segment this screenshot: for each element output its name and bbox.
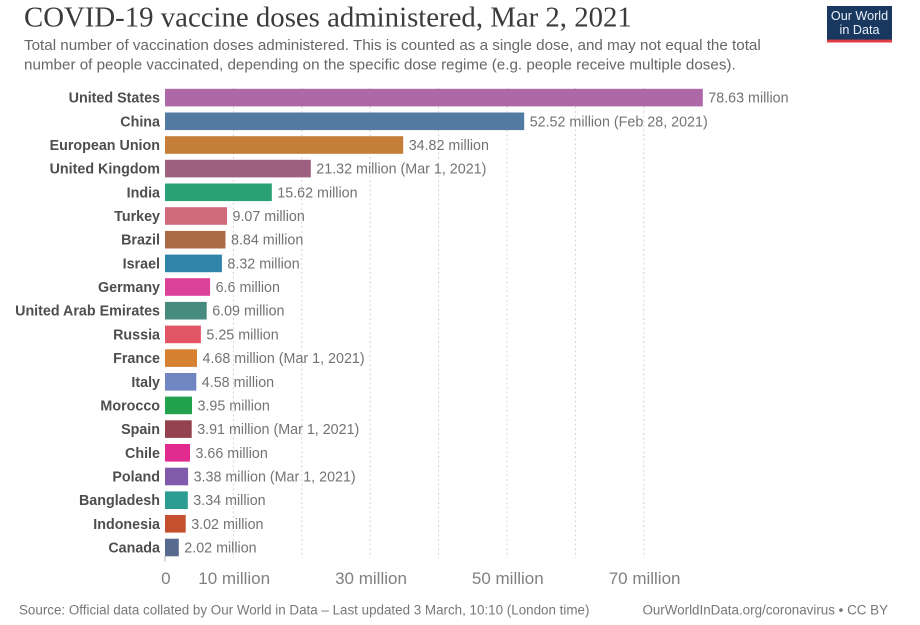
svg-text:8.84 million: 8.84 million (231, 233, 303, 249)
svg-text:Source: Official data collated: Source: Official data collated by Our Wo… (19, 603, 589, 618)
svg-text:Poland: Poland (112, 470, 160, 486)
svg-text:United States: United States (69, 91, 160, 107)
svg-text:3.38 million (Mar 1, 2021): 3.38 million (Mar 1, 2021) (194, 470, 356, 486)
svg-text:Spain: Spain (121, 422, 160, 438)
svg-text:Canada: Canada (108, 541, 161, 557)
svg-text:6.6 million: 6.6 million (216, 280, 280, 296)
svg-text:3.66 million: 3.66 million (196, 446, 268, 462)
svg-text:Brazil: Brazil (121, 233, 160, 249)
svg-text:9.07 million: 9.07 million (233, 209, 305, 225)
svg-text:3.91 million (Mar 1, 2021): 3.91 million (Mar 1, 2021) (197, 422, 359, 438)
svg-text:Indonesia: Indonesia (93, 517, 161, 533)
svg-text:30 million: 30 million (335, 569, 407, 588)
svg-text:52.52 million (Feb 28, 2021): 52.52 million (Feb 28, 2021) (530, 114, 708, 130)
svg-text:10 million: 10 million (198, 569, 270, 588)
svg-text:Turkey: Turkey (114, 209, 160, 225)
svg-text:4.58 million: 4.58 million (202, 375, 274, 391)
svg-text:21.32 million (Mar 1, 2021): 21.32 million (Mar 1, 2021) (316, 162, 486, 178)
svg-text:0: 0 (161, 569, 170, 588)
svg-text:50 million: 50 million (472, 569, 544, 588)
svg-text:Our World: Our World (831, 9, 888, 23)
svg-text:78.63 million: 78.63 million (708, 91, 788, 107)
svg-text:6.09 million: 6.09 million (212, 304, 284, 320)
svg-text:15.62 million: 15.62 million (277, 185, 357, 201)
svg-text:in Data: in Data (840, 23, 880, 37)
svg-text:Russia: Russia (113, 327, 161, 343)
svg-text:United Kingdom: United Kingdom (50, 162, 160, 178)
svg-text:3.95 million: 3.95 million (198, 398, 270, 414)
svg-text:Bangladesh: Bangladesh (79, 493, 160, 509)
svg-text:India: India (127, 185, 161, 201)
svg-text:Morocco: Morocco (100, 398, 160, 414)
svg-text:8.32 million: 8.32 million (227, 256, 299, 272)
svg-text:OurWorldInData.org/coronavirus: OurWorldInData.org/coronavirus • CC BY (642, 603, 888, 618)
svg-text:number of people vaccinated, d: number of people vaccinated, depending o… (24, 57, 736, 74)
svg-text:2.02 million: 2.02 million (184, 541, 256, 557)
svg-text:France: France (113, 351, 160, 367)
svg-text:China: China (120, 114, 161, 130)
svg-text:34.82 million: 34.82 million (409, 138, 489, 154)
svg-text:Israel: Israel (123, 256, 160, 272)
svg-text:European Union: European Union (50, 138, 160, 154)
svg-text:3.34 million: 3.34 million (193, 493, 265, 509)
svg-text:COVID-19 vaccine doses adminis: COVID-19 vaccine doses administered, Mar… (24, 2, 632, 34)
svg-text:5.25 million: 5.25 million (206, 327, 278, 343)
svg-text:3.02 million: 3.02 million (191, 517, 263, 533)
svg-text:Total number of vaccination do: Total number of vaccination doses admini… (24, 37, 761, 54)
svg-text:Chile: Chile (125, 446, 160, 462)
svg-text:4.68 million (Mar 1, 2021): 4.68 million (Mar 1, 2021) (203, 351, 365, 367)
svg-text:Germany: Germany (98, 280, 160, 296)
svg-text:United Arab Emirates: United Arab Emirates (15, 304, 160, 320)
svg-text:Italy: Italy (131, 375, 160, 391)
svg-text:70 million: 70 million (609, 569, 681, 588)
